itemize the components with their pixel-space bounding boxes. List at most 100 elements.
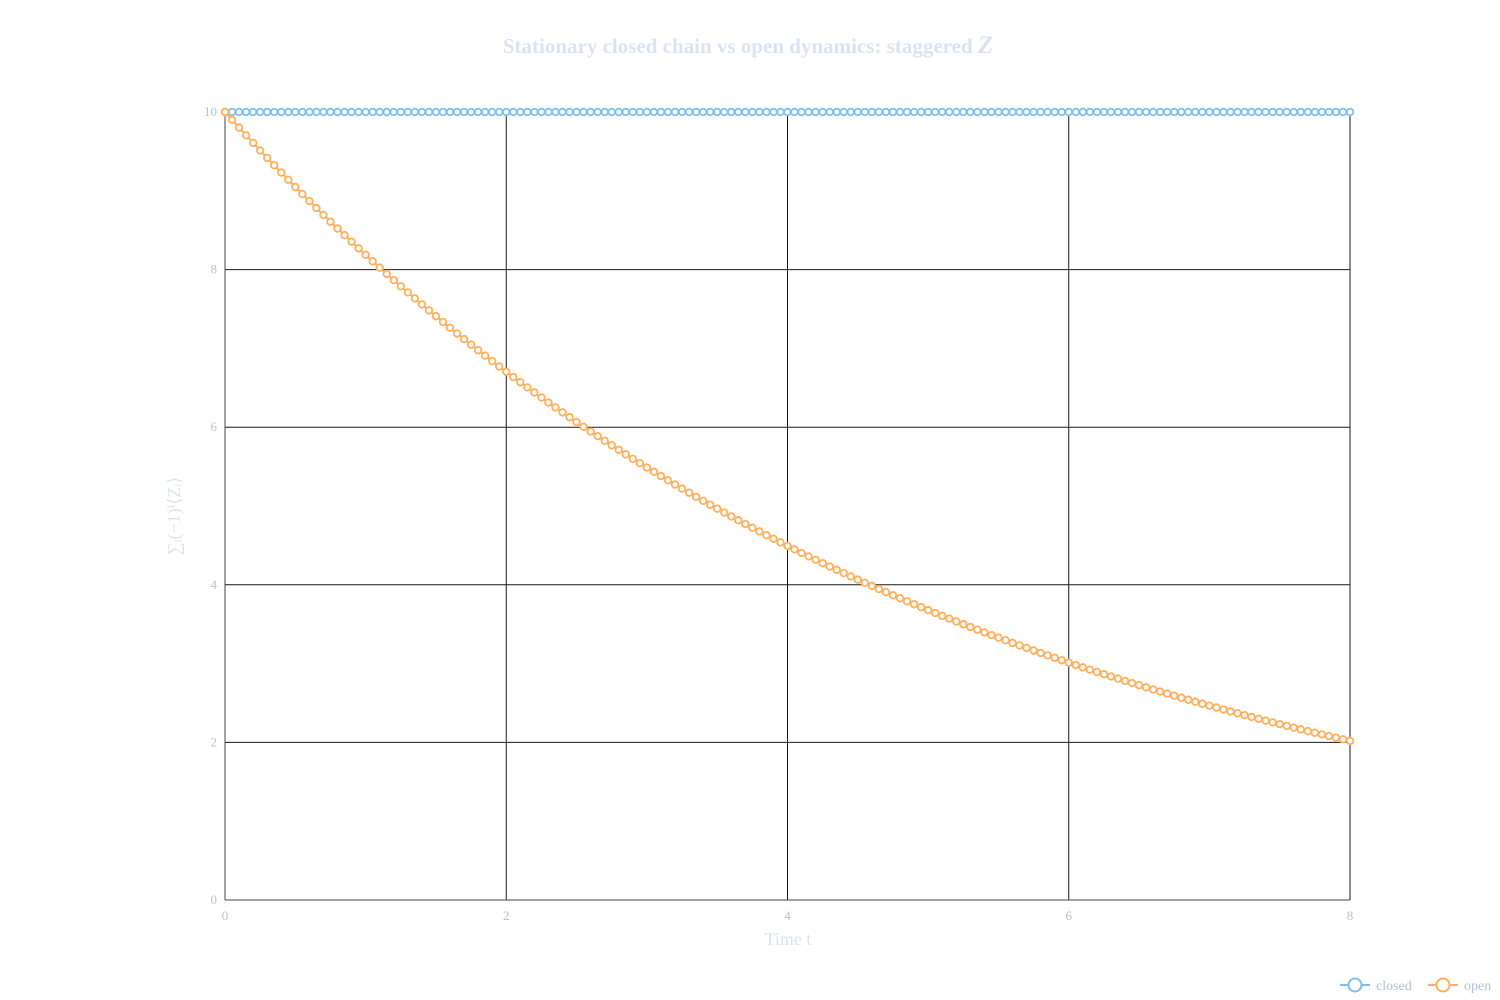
data-point-open	[1345, 736, 1355, 746]
data-point-open	[466, 340, 476, 349]
data-point-open	[1036, 648, 1045, 658]
data-point-closed	[1240, 107, 1249, 117]
data-point-open	[656, 471, 666, 481]
data-point-open	[1071, 660, 1080, 670]
data-point-closed	[980, 107, 989, 117]
data-point-closed	[677, 107, 687, 117]
grid-layer	[225, 112, 1351, 900]
data-point-closed	[888, 107, 898, 117]
data-point-closed	[516, 107, 525, 117]
data-point-closed	[572, 107, 581, 117]
data-point-closed	[1036, 107, 1045, 117]
data-point-open	[1296, 725, 1305, 734]
data-point-closed	[727, 107, 736, 117]
data-point-closed	[417, 107, 427, 117]
data-point-closed	[952, 107, 961, 117]
data-point-closed	[748, 107, 757, 117]
data-point-open	[284, 175, 293, 185]
data-point-closed	[853, 107, 863, 117]
data-point-closed	[705, 107, 715, 117]
data-point-closed	[628, 107, 638, 117]
data-point-closed	[537, 107, 546, 117]
data-point-closed	[762, 107, 771, 117]
data-point-open	[241, 131, 251, 140]
data-point-open	[825, 562, 834, 571]
data-point-open	[888, 591, 898, 600]
y-tick-label: 2	[211, 734, 218, 749]
data-point-closed	[649, 107, 659, 117]
x-axis-label: Time t	[765, 929, 812, 949]
data-point-open	[1261, 716, 1270, 725]
data-point-closed	[1148, 107, 1158, 117]
data-point-open	[783, 541, 792, 551]
legend: closed open	[1340, 977, 1491, 994]
data-point-closed	[902, 107, 912, 117]
data-point-closed	[466, 107, 476, 117]
data-point-closed	[846, 107, 855, 117]
data-point-open	[509, 372, 518, 382]
y-tick-label: 8	[211, 262, 218, 277]
data-point-closed	[825, 107, 834, 117]
data-point-closed	[1177, 107, 1186, 117]
data-point-closed	[1015, 107, 1024, 117]
series-open	[220, 107, 1355, 746]
data-point-open	[1338, 735, 1348, 744]
data-point-open	[937, 611, 947, 621]
data-point-closed	[741, 107, 750, 117]
data-point-closed	[895, 107, 905, 117]
data-point-closed	[375, 107, 384, 117]
data-point-open	[586, 427, 595, 436]
data-point-closed	[1233, 107, 1242, 117]
data-point-closed	[811, 107, 820, 117]
data-point-open	[959, 620, 968, 629]
data-point-closed	[586, 107, 595, 117]
data-point-open	[614, 445, 623, 455]
data-point-closed	[438, 107, 448, 117]
data-point-open	[1303, 726, 1313, 736]
data-point-closed	[720, 107, 729, 117]
data-point-closed	[867, 107, 877, 117]
data-point-closed	[663, 107, 673, 117]
data-point-closed	[361, 107, 370, 117]
data-point-open	[523, 383, 532, 392]
data-point-closed	[270, 107, 279, 117]
data-point-open	[881, 587, 891, 597]
data-point-open	[762, 530, 771, 540]
data-point-open	[1219, 705, 1228, 714]
data-point-open	[347, 237, 356, 247]
data-point-open	[537, 393, 546, 402]
x-tick-label: 0	[222, 908, 229, 923]
data-point-closed	[558, 107, 567, 117]
data-point-open	[1275, 719, 1284, 729]
data-point-closed	[776, 107, 785, 117]
data-point-closed	[1303, 107, 1313, 117]
data-point-closed	[262, 107, 272, 117]
data-point-closed	[1113, 107, 1123, 117]
data-point-open	[438, 317, 448, 327]
data-point-open	[270, 161, 279, 170]
data-point-open	[698, 496, 708, 505]
data-point-closed	[1261, 107, 1270, 117]
data-point-open	[712, 504, 722, 513]
data-point-closed	[614, 107, 623, 117]
data-point-open	[1155, 687, 1165, 696]
data-point-closed	[227, 107, 237, 117]
data-point-open	[1043, 651, 1052, 660]
data-point-open	[452, 329, 462, 338]
data-point-open	[867, 581, 877, 591]
data-point-closed	[670, 107, 680, 117]
data-point-open	[1240, 710, 1249, 720]
data-point-open	[495, 362, 504, 371]
data-point-open	[804, 552, 813, 561]
data-point-open	[396, 282, 405, 291]
data-point-closed	[818, 107, 827, 117]
data-point-open	[291, 182, 300, 192]
data-point-open	[1022, 643, 1031, 653]
data-point-open	[382, 269, 391, 279]
data-point-open	[755, 527, 764, 536]
data-point-open	[262, 153, 272, 163]
data-point-closed	[593, 107, 602, 117]
data-point-closed	[1008, 107, 1017, 117]
data-point-open	[776, 538, 785, 547]
data-point-open	[1134, 681, 1144, 690]
